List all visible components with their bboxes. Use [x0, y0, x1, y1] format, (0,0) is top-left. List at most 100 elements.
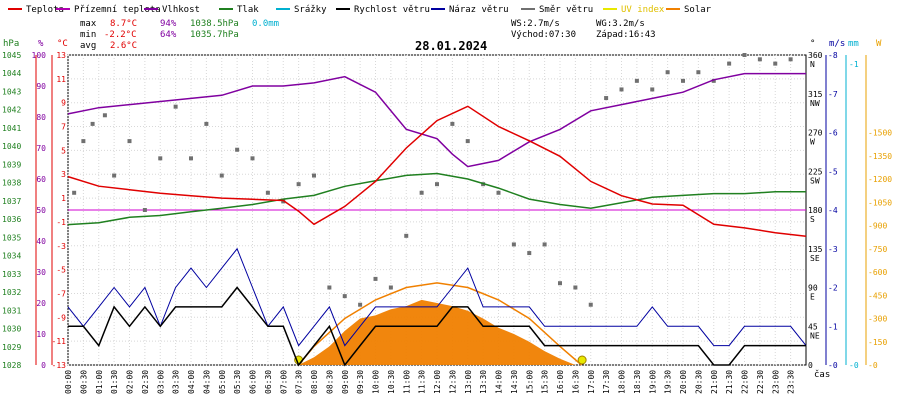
pressure-tick-label: 1036: [2, 215, 21, 224]
x-tick-label: 03:00: [156, 370, 165, 394]
legend-label: Solar: [684, 5, 712, 15]
x-tick-label: 02:30: [141, 370, 150, 394]
humidity-tick-label: 70: [36, 144, 46, 153]
x-tick-label: 21:30: [725, 370, 734, 394]
legend-label: Přízemní teplota: [74, 5, 161, 15]
dir-name-label: W: [810, 138, 815, 147]
dir-tick-label: 45: [808, 322, 818, 331]
dir-name-label: NE: [810, 331, 820, 340]
wind-direction-point: [527, 251, 532, 256]
wind-direction-point: [265, 190, 270, 195]
dir-name-label: S: [810, 215, 815, 224]
temp-tick-label: 11: [56, 75, 66, 84]
temp-tick-label: -1: [56, 218, 66, 227]
wind-direction-point: [496, 190, 501, 195]
unit-pct: %: [38, 39, 44, 49]
temp-tick-label: 1: [61, 194, 66, 203]
sunrise: Východ:07:30: [511, 30, 576, 40]
wind-direction-point: [634, 78, 639, 83]
wind-direction-point: [696, 70, 701, 75]
wind-direction-point: [388, 285, 393, 290]
wind-direction-point: [158, 156, 163, 161]
unit-ms: m/s: [829, 39, 845, 49]
sunset: Západ:16:43: [596, 30, 656, 40]
chart-title: 28.01.2024: [415, 39, 487, 53]
dir-name-label: N: [810, 60, 815, 69]
temp-tick-label: 5: [61, 146, 66, 155]
pressure-tick-label: 1031: [2, 306, 21, 315]
wind-direction-point: [142, 208, 147, 212]
x-tick-label: 23:00: [771, 370, 780, 394]
x-tick-label: 18:30: [633, 370, 642, 394]
temp-tick-label: -7: [56, 289, 66, 298]
wind-direction-point: [742, 53, 747, 57]
legend-label: Srážky: [294, 5, 327, 15]
stat-max-press: 1038.5hPa: [190, 19, 239, 29]
stat-max-temp: 8.7°C: [110, 19, 137, 29]
ms-tick-label: -6: [828, 129, 838, 138]
legend: Teplota Přízemní teplota Vlhkost Tlak Srážky…: [8, 5, 712, 15]
stat-min-hum: 64%: [160, 30, 177, 40]
x-tick-label: 15:00: [525, 370, 534, 394]
x-tick-label: 10:00: [372, 370, 381, 394]
x-tick-label: 13:30: [479, 370, 488, 394]
x-tick-label: 21:00: [710, 370, 719, 394]
wind-direction-point: [250, 156, 255, 161]
wind-direction-point: [558, 281, 562, 286]
legend-label: Rychlost větru: [354, 5, 430, 15]
wind-direction-point: [727, 61, 732, 66]
x-tick-label: 08:00: [310, 370, 319, 394]
x-tick-label: 18:00: [618, 370, 627, 394]
wind-direction-point: [681, 78, 685, 83]
dir-tick-label: 315: [808, 90, 823, 99]
dir-tick-label: 360: [808, 51, 823, 60]
watt-tick-label: -900: [868, 222, 887, 231]
ms-tick-label: -4: [828, 206, 838, 215]
x-tick-label: 07:00: [279, 370, 288, 394]
temperature-line: [67, 105, 807, 237]
dir-tick-label: 90: [808, 284, 818, 293]
x-tick-label: 11:00: [402, 370, 411, 394]
wind-direction-point: [219, 173, 224, 178]
wind-direction-point: [112, 173, 117, 178]
x-tick-label: 12:00: [433, 370, 442, 394]
unit-time: čas: [814, 369, 830, 380]
wind-direction-point: [127, 139, 132, 144]
wind-direction-point: [235, 147, 240, 152]
x-tick-label: 01:30: [110, 370, 119, 394]
unit-deg: °: [810, 39, 815, 49]
x-tick-label: 10:30: [387, 370, 396, 394]
x-tick-label: 20:30: [694, 370, 703, 394]
pressure-tick-label: 1034: [2, 252, 21, 261]
x-tick-label: 08:30: [325, 370, 334, 394]
pressure-tick-label: 1035: [2, 233, 21, 242]
legend-label: UV index: [621, 5, 665, 15]
x-tick-label: 02:00: [126, 370, 135, 394]
pressure-tick-label: 1040: [2, 142, 21, 151]
stat-min-temp: -2.2°C: [104, 30, 137, 40]
dir-name-label: SW: [810, 176, 820, 185]
legend-label: Teplota: [26, 5, 64, 15]
wind-direction-point: [450, 121, 455, 126]
humidity-tick-label: 50: [36, 206, 46, 215]
pressure-tick-label: 1037: [2, 197, 21, 206]
mm-tick-label: -1: [849, 60, 859, 69]
dir-tick-label: 180: [808, 206, 823, 215]
x-tick-label: 15:30: [541, 370, 550, 394]
legend-label: Vlhkost: [162, 5, 200, 15]
wind-direction-point: [81, 139, 86, 144]
pressure-tick-label: 1032: [2, 288, 21, 297]
solar-theoretical-line: [298, 282, 582, 366]
pressure-tick-label: 1042: [2, 106, 21, 115]
humidity-tick-label: 30: [36, 268, 46, 277]
wind-direction-point: [204, 121, 209, 126]
wind-direction-point: [665, 70, 670, 75]
wind-direction-point: [189, 156, 193, 161]
unit-watt: W: [876, 39, 882, 49]
wind-direction-point: [281, 199, 286, 204]
humidity-tick-label: 20: [36, 299, 46, 308]
temp-tick-label: -11: [52, 337, 67, 346]
wind-direction-point: [619, 87, 624, 92]
ms-tick-label: -0: [828, 361, 838, 370]
